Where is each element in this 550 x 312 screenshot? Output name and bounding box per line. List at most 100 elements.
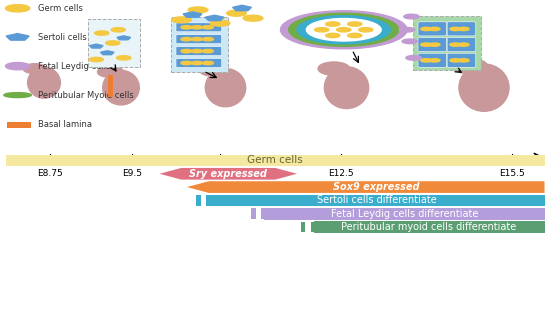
Circle shape bbox=[399, 27, 415, 32]
Circle shape bbox=[421, 43, 432, 46]
Text: Sox9 expressed: Sox9 expressed bbox=[333, 182, 420, 192]
FancyBboxPatch shape bbox=[88, 19, 140, 67]
FancyBboxPatch shape bbox=[447, 22, 476, 36]
Circle shape bbox=[289, 13, 399, 46]
Ellipse shape bbox=[452, 59, 487, 74]
Circle shape bbox=[181, 49, 192, 53]
FancyBboxPatch shape bbox=[447, 37, 476, 51]
FancyBboxPatch shape bbox=[418, 53, 447, 67]
FancyBboxPatch shape bbox=[7, 122, 31, 128]
Circle shape bbox=[429, 59, 440, 62]
Circle shape bbox=[111, 28, 125, 32]
Circle shape bbox=[348, 33, 362, 38]
Text: E15.5: E15.5 bbox=[499, 169, 524, 178]
FancyBboxPatch shape bbox=[301, 222, 305, 232]
Circle shape bbox=[191, 37, 202, 41]
Circle shape bbox=[202, 26, 213, 29]
Circle shape bbox=[191, 26, 202, 29]
Circle shape bbox=[181, 37, 192, 41]
Text: E9.5: E9.5 bbox=[122, 169, 142, 178]
Circle shape bbox=[202, 61, 213, 65]
Circle shape bbox=[306, 18, 381, 41]
Circle shape bbox=[227, 10, 246, 16]
Circle shape bbox=[202, 37, 213, 41]
FancyBboxPatch shape bbox=[206, 195, 211, 206]
Circle shape bbox=[117, 56, 131, 60]
Circle shape bbox=[450, 43, 461, 46]
Text: Peritubular myoid cells differentiate: Peritubular myoid cells differentiate bbox=[342, 222, 516, 232]
Ellipse shape bbox=[103, 71, 139, 105]
Text: Peritubular Myoid cells: Peritubular Myoid cells bbox=[39, 90, 134, 100]
FancyBboxPatch shape bbox=[196, 195, 201, 206]
FancyBboxPatch shape bbox=[209, 195, 544, 206]
Circle shape bbox=[181, 61, 192, 65]
FancyBboxPatch shape bbox=[314, 221, 544, 233]
FancyBboxPatch shape bbox=[264, 208, 544, 220]
Circle shape bbox=[280, 11, 407, 49]
Polygon shape bbox=[160, 168, 297, 180]
Circle shape bbox=[402, 39, 417, 44]
Circle shape bbox=[106, 41, 120, 45]
Ellipse shape bbox=[318, 62, 350, 75]
FancyBboxPatch shape bbox=[176, 46, 222, 56]
FancyBboxPatch shape bbox=[412, 16, 481, 70]
Circle shape bbox=[406, 56, 421, 60]
Circle shape bbox=[181, 26, 192, 29]
Ellipse shape bbox=[459, 64, 509, 111]
Circle shape bbox=[297, 16, 390, 44]
Text: E8.75: E8.75 bbox=[37, 169, 62, 178]
Circle shape bbox=[210, 20, 230, 26]
FancyBboxPatch shape bbox=[170, 17, 228, 72]
Text: E10.5: E10.5 bbox=[207, 169, 233, 178]
Text: Germ cells: Germ cells bbox=[247, 155, 303, 165]
Circle shape bbox=[348, 22, 362, 26]
Circle shape bbox=[458, 43, 469, 46]
Circle shape bbox=[429, 27, 440, 31]
Ellipse shape bbox=[324, 67, 369, 109]
FancyBboxPatch shape bbox=[108, 75, 113, 97]
Text: Fetal Leydig cells: Fetal Leydig cells bbox=[39, 62, 111, 71]
Ellipse shape bbox=[205, 69, 246, 107]
Circle shape bbox=[6, 5, 30, 12]
Circle shape bbox=[458, 27, 469, 31]
Text: Sertoli cells differentiate: Sertoli cells differentiate bbox=[317, 195, 437, 205]
Circle shape bbox=[421, 27, 432, 31]
Circle shape bbox=[6, 62, 30, 70]
Circle shape bbox=[202, 49, 213, 53]
Circle shape bbox=[450, 59, 461, 62]
FancyBboxPatch shape bbox=[311, 222, 315, 232]
Circle shape bbox=[450, 27, 461, 31]
FancyBboxPatch shape bbox=[418, 37, 447, 51]
FancyBboxPatch shape bbox=[176, 59, 222, 67]
Text: Sry expressed: Sry expressed bbox=[189, 169, 267, 179]
FancyBboxPatch shape bbox=[418, 22, 447, 36]
Circle shape bbox=[458, 59, 469, 62]
Text: Germ cells: Germ cells bbox=[39, 4, 84, 13]
Text: Fetal Leydig cells differentiate: Fetal Leydig cells differentiate bbox=[331, 209, 478, 219]
Circle shape bbox=[191, 49, 202, 53]
Circle shape bbox=[326, 22, 340, 26]
Ellipse shape bbox=[97, 66, 124, 77]
Circle shape bbox=[326, 33, 340, 38]
Ellipse shape bbox=[28, 67, 60, 98]
Circle shape bbox=[243, 15, 263, 21]
Circle shape bbox=[429, 43, 440, 46]
Circle shape bbox=[188, 7, 208, 13]
Text: Basal lamina: Basal lamina bbox=[39, 119, 92, 129]
Text: E12.5: E12.5 bbox=[328, 169, 354, 178]
Text: Sertoli cells: Sertoli cells bbox=[39, 33, 87, 42]
Circle shape bbox=[95, 31, 109, 35]
Ellipse shape bbox=[4, 93, 31, 98]
Polygon shape bbox=[187, 181, 544, 193]
FancyBboxPatch shape bbox=[176, 35, 222, 44]
FancyBboxPatch shape bbox=[176, 23, 222, 32]
Circle shape bbox=[191, 61, 202, 65]
FancyBboxPatch shape bbox=[447, 53, 476, 67]
Ellipse shape bbox=[23, 64, 46, 74]
Circle shape bbox=[404, 14, 419, 19]
FancyBboxPatch shape bbox=[6, 155, 544, 166]
Circle shape bbox=[421, 59, 432, 62]
Circle shape bbox=[337, 28, 351, 32]
Circle shape bbox=[89, 57, 103, 62]
Ellipse shape bbox=[200, 64, 228, 76]
